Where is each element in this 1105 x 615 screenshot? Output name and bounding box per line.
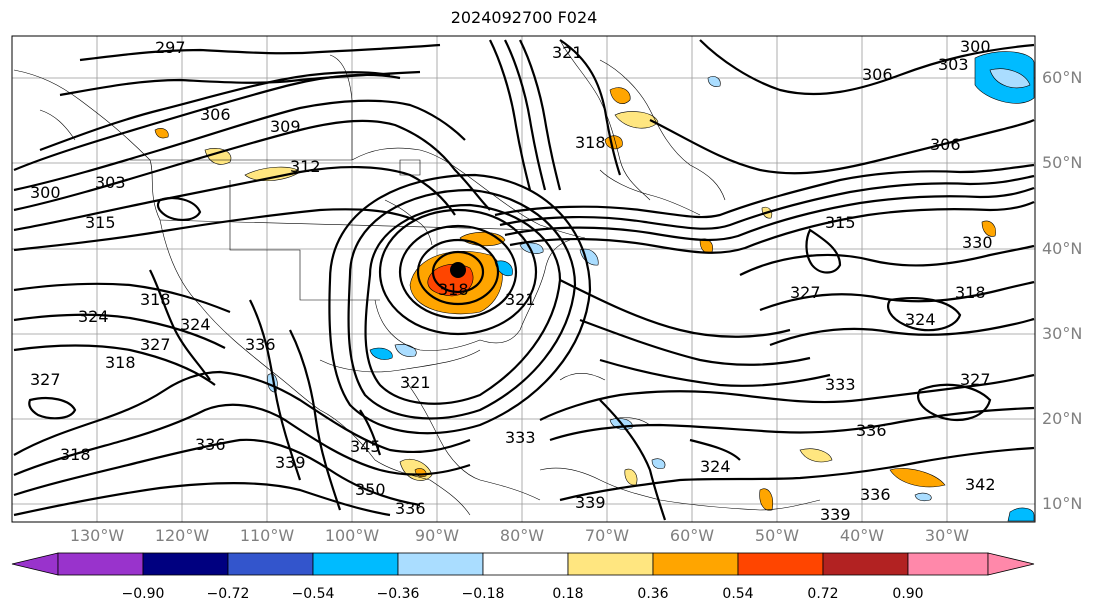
lon-label: 100°W xyxy=(324,526,380,545)
lat-label: 60°N xyxy=(1042,68,1083,87)
map-title: 2024092700 F024 xyxy=(450,8,598,27)
contour-label: 327 xyxy=(790,283,821,302)
colorbar-tick-label: −0.54 xyxy=(291,586,335,602)
contour-label: 333 xyxy=(825,375,856,394)
contour-label: 336 xyxy=(395,499,426,518)
colorbar-tick-label: −0.36 xyxy=(376,586,420,602)
contour-label: 321 xyxy=(505,290,536,309)
lon-label: 50°W xyxy=(754,526,800,545)
colorbar-segment xyxy=(482,552,569,576)
colorbar-segment xyxy=(822,552,909,576)
contour-label: 330 xyxy=(962,233,993,252)
contour-label: 306 xyxy=(200,105,231,124)
lat-label: 20°N xyxy=(1042,409,1083,428)
colorbar-segment xyxy=(397,552,484,576)
contour-label: 297 xyxy=(155,38,186,57)
colorbar-segment xyxy=(142,552,229,576)
contour-label: 300 xyxy=(30,183,61,202)
contour-label: 336 xyxy=(860,485,891,504)
contour-label: 327 xyxy=(140,335,171,354)
contour-label: 336 xyxy=(856,421,887,440)
lat-label: 50°N xyxy=(1042,153,1083,172)
contour-label: 324 xyxy=(180,315,211,334)
lon-label: 120°W xyxy=(154,526,210,545)
contour-label: 336 xyxy=(245,335,276,354)
colorbar-segment xyxy=(567,552,654,576)
colorbar-segment xyxy=(907,552,989,576)
contour-label: 327 xyxy=(960,370,991,389)
lon-label: 70°W xyxy=(584,526,630,545)
colorbar-tick-label: −0.90 xyxy=(121,586,165,602)
contour-label: 318 xyxy=(60,445,91,464)
contour-label: 315 xyxy=(85,213,116,232)
map-frame xyxy=(11,35,1036,523)
lat-label: 30°N xyxy=(1042,324,1083,343)
contour-label: 339 xyxy=(820,505,851,524)
colorbar-tick-label: 0.18 xyxy=(552,586,584,602)
contour-label: 309 xyxy=(270,117,301,136)
lon-label: 90°W xyxy=(414,526,460,545)
contour-label: 306 xyxy=(930,135,961,154)
contour-label: 339 xyxy=(575,493,606,512)
colorbar xyxy=(11,552,1035,576)
contour-label: 321 xyxy=(400,373,431,392)
contour-label: 318 xyxy=(140,290,171,309)
lon-label: 60°W xyxy=(669,526,715,545)
lat-label: 10°N xyxy=(1042,494,1083,513)
contour-label: 327 xyxy=(30,370,61,389)
colorbar-tick-label: −0.18 xyxy=(461,586,505,602)
colorbar-tick-label: 0.72 xyxy=(807,586,839,602)
contour-label-group: 297 300 303 306 309 312 315 318 321 324 … xyxy=(30,37,996,524)
lon-label: 40°W xyxy=(839,526,885,545)
colorbar-extend-low xyxy=(11,552,59,576)
colorbar-segment xyxy=(312,552,399,576)
contour-label: 318 xyxy=(438,280,469,299)
lon-label: 30°W xyxy=(924,526,970,545)
contour-label: 342 xyxy=(965,475,996,494)
low-center xyxy=(450,262,466,278)
colorbar-segment xyxy=(227,552,314,576)
contour-label: 350 xyxy=(355,480,386,499)
contour-label: 315 xyxy=(825,213,856,232)
contour-label: 312 xyxy=(290,157,321,176)
contour-label: 324 xyxy=(905,310,936,329)
colorbar-segment xyxy=(652,552,739,576)
contour-label: 345 xyxy=(350,437,381,456)
contour-label: 303 xyxy=(938,55,969,74)
lon-label: 130°W xyxy=(69,526,125,545)
contour-label: 306 xyxy=(862,65,893,84)
contour-label: 318 xyxy=(575,133,606,152)
contour-label: 324 xyxy=(78,307,109,326)
colorbar-extend-high xyxy=(987,552,1035,576)
contour-label: 333 xyxy=(505,428,536,447)
contour-label: 324 xyxy=(700,457,731,476)
contour-label: 318 xyxy=(955,283,986,302)
colorbar-tick-label: 0.54 xyxy=(722,586,754,602)
colorbar-tick-label: 0.36 xyxy=(637,586,669,602)
lon-label: 110°W xyxy=(239,526,295,545)
colorbar-tick-label: −0.72 xyxy=(206,586,250,602)
lat-label: 40°N xyxy=(1042,239,1083,258)
contour-label: 318 xyxy=(105,353,136,372)
colorbar-segment xyxy=(57,552,144,576)
lon-label: 80°W xyxy=(499,526,545,545)
colorbar-segment xyxy=(737,552,824,576)
contours xyxy=(13,39,1035,521)
contour-label: 300 xyxy=(960,37,991,56)
contour-label: 321 xyxy=(552,43,583,62)
contour-label: 339 xyxy=(275,453,306,472)
map-background xyxy=(12,36,1035,522)
colorbar-tick-label: 0.90 xyxy=(892,586,924,602)
contour-label: 336 xyxy=(195,435,226,454)
contour-label: 303 xyxy=(95,173,126,192)
